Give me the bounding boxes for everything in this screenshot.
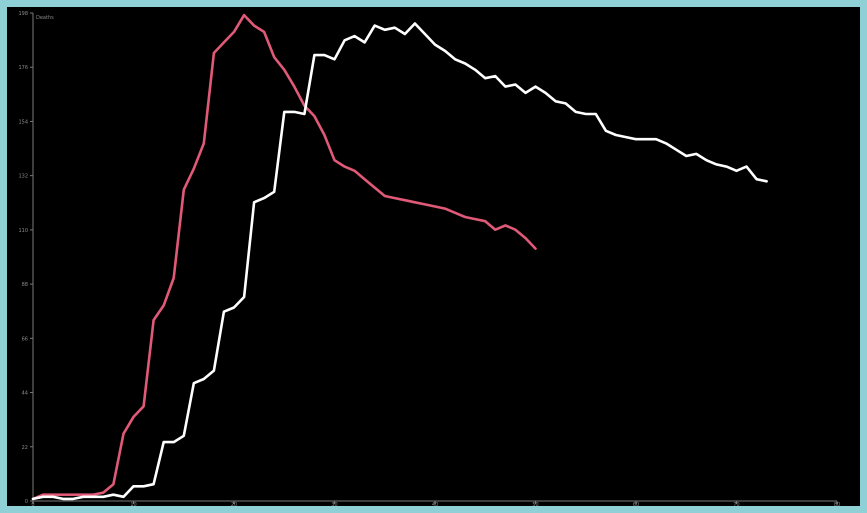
x-tick-label: 50 [532, 502, 538, 506]
y-tick-label: 198 [18, 11, 28, 17]
y-tick-label: 22 [22, 445, 28, 451]
x-tick-label: 70 [733, 502, 739, 506]
y-tick-label: 66 [22, 336, 28, 342]
x-tick-label: 40 [432, 502, 438, 506]
series-line-red [31, 13, 537, 501]
x-tick-label: 10 [130, 502, 136, 506]
x-tick-label: 60 [633, 502, 639, 506]
y-tick-label: 176 [18, 65, 28, 71]
y-tick-label: 44 [22, 391, 28, 397]
y-tick-label: 0 [25, 499, 28, 505]
y-tick-label: 154 [18, 119, 28, 125]
y-tick-label: 88 [22, 282, 28, 288]
line-chart: 0 22 44 66 88 110 132 154 176 198 Deaths 0 10 20 30 40 5… [18, 11, 840, 506]
y-axis-label: Deaths [36, 15, 54, 21]
x-tick-label: 20 [231, 502, 237, 506]
chart-frame: 0 22 44 66 88 110 132 154 176 198 Deaths 0 10 20 30 40 5… [7, 7, 860, 506]
x-tick-label: 0 [31, 502, 34, 506]
y-tick-label: 132 [18, 174, 28, 180]
y-tick-label: 110 [18, 228, 28, 234]
x-tick-label: 30 [331, 502, 337, 506]
x-tick-label: 80 [834, 502, 840, 506]
series-line-white [31, 22, 768, 501]
